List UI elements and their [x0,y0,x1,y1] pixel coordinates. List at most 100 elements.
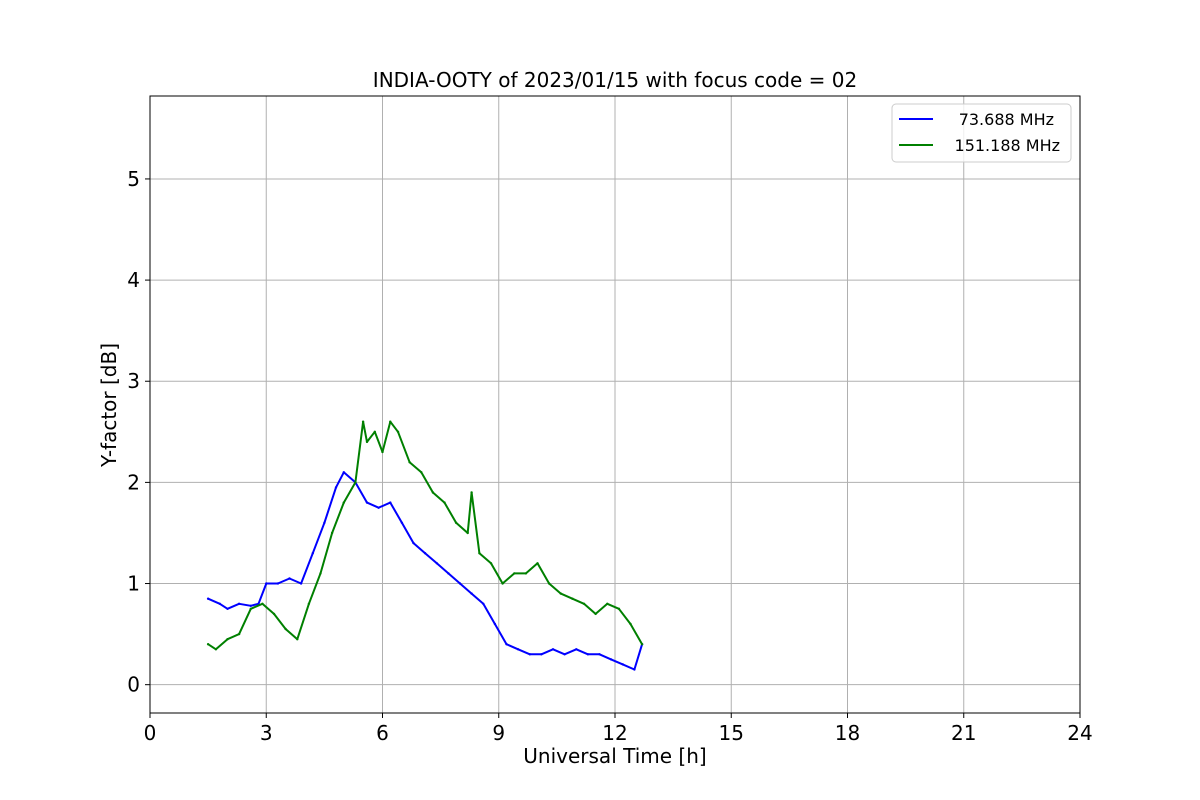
y-tick-label: 5 [127,167,140,191]
data-point [559,592,562,595]
data-point [547,582,551,585]
data-point [408,461,411,464]
data-point [423,552,427,555]
legend-box [891,103,1072,163]
data-point [470,592,473,595]
x-tick-label: 15 [719,721,744,745]
x-tick-label: 9 [492,721,505,745]
data-point [342,501,345,504]
data-point [237,602,241,605]
data-point [528,653,531,656]
data-point [272,612,276,616]
data-point [582,602,586,605]
data-point [261,602,264,605]
data-point [505,643,508,646]
data-point [249,604,252,607]
y-tick-label: 2 [127,470,140,494]
data-point [296,638,299,641]
data-point [575,648,578,651]
data-point [396,430,400,433]
data-point [307,602,311,605]
y-tick-label: 1 [127,572,140,596]
legend-label-151-mhz: 151.188 MHz [955,136,1060,155]
data-point [381,450,384,454]
data-point [373,430,376,433]
data-point [482,602,485,605]
data-point [621,663,624,666]
data-point [458,582,462,585]
data-point [435,562,438,565]
data-point [431,491,435,494]
y-axis-label: Y-factor [dB] [97,343,121,468]
data-point [361,420,365,423]
x-tick-label: 21 [951,721,976,745]
data-point [365,440,369,444]
y-tick-label: 0 [127,673,140,697]
y-tick-label: 3 [127,369,140,393]
data-point [606,602,609,605]
data-point [489,562,493,565]
data-point [226,607,229,610]
data-point [249,607,252,610]
data-point [629,622,632,626]
data-point [524,572,528,575]
y-tick-label: 4 [127,268,140,292]
data-point [513,572,516,575]
data-point [288,577,291,580]
legend: 73.688 MHz 151.188 MHz [891,103,1072,163]
data-point [470,491,473,494]
data-point [206,597,210,600]
data-point [206,643,210,646]
data-point [594,612,597,616]
data-point [586,653,590,656]
data-point [319,572,322,575]
x-tick-label: 24 [1067,721,1092,745]
data-point [420,471,423,474]
data-point [551,648,555,651]
data-point [563,653,566,656]
data-point [311,552,314,555]
data-point [214,648,218,651]
x-tick-label: 12 [602,721,627,745]
data-point [377,506,380,509]
data-point [640,643,644,646]
data-point [540,653,543,656]
data-point [400,521,404,524]
data-point [354,481,357,484]
data-point [466,531,469,535]
data-point [237,632,241,636]
data-point [633,668,636,671]
data-point [493,622,497,626]
data-point [609,658,613,661]
data-point [330,531,334,535]
data-point [226,638,229,641]
x-tick-label: 0 [144,721,157,745]
data-point [323,521,326,524]
data-point [284,627,287,631]
legend-label-73-mhz: 73.688 MHz [959,110,1054,129]
data-point [389,501,392,504]
data-point [265,582,268,585]
data-point [389,420,392,423]
x-axis-label: Universal Time [h] [523,744,706,768]
data-point [536,562,539,565]
series-lines [206,420,644,671]
data-point [276,582,280,585]
series-1 [206,420,644,651]
x-tick-label: 18 [835,721,860,745]
data-point [598,653,601,656]
x-tick-label: 3 [260,721,273,745]
data-point [218,602,221,605]
data-point [334,486,338,489]
x-tick-label: 6 [376,721,389,745]
series-0 [206,471,644,671]
data-point [447,572,450,575]
data-point [342,471,345,474]
data-point [412,541,415,545]
data-point [478,552,481,555]
data-point [617,607,621,610]
data-point [299,582,303,585]
